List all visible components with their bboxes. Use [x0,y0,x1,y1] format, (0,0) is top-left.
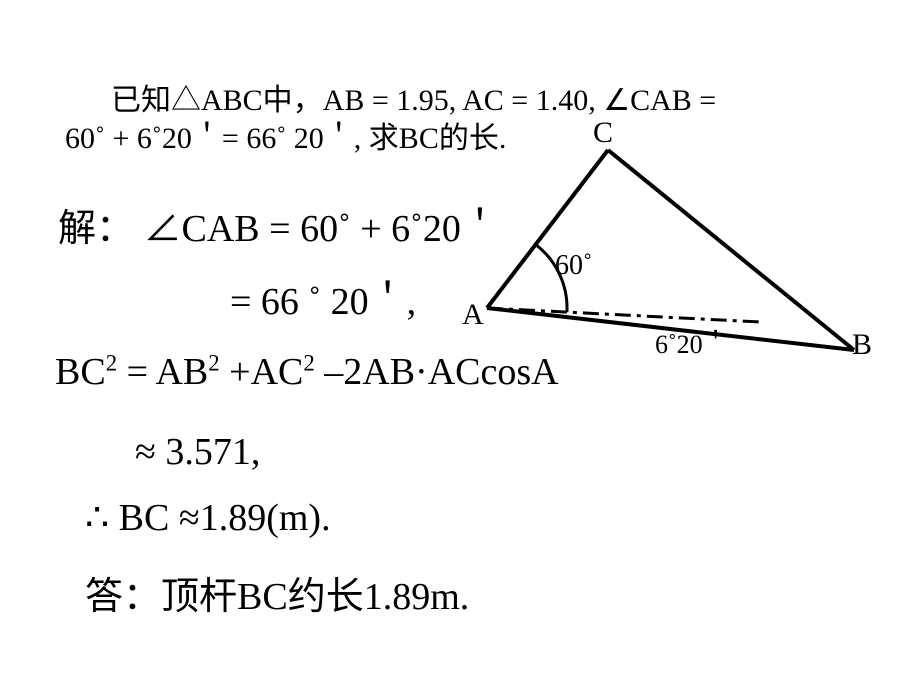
label-6-20-text: 6˚20＇ [655,330,729,359]
side-ac [487,150,608,308]
label-6-20: 6˚20＇ [655,324,729,361]
label-60-text: 60˚ [555,250,592,281]
triangle-diagram [0,0,920,690]
label-b-text: B [852,328,872,361]
label-c-text: C [593,116,613,149]
side-cb [608,150,854,350]
label-60: 60˚ [555,250,592,282]
dash-extension [487,308,760,322]
label-a: A [462,298,484,332]
label-c: C [593,116,613,150]
label-b: B [852,328,872,362]
label-a-text: A [462,298,484,331]
page: 已知△ABC中，AB = 1.95, AC = 1.40, ∠CAB = 60˚… [0,0,920,690]
